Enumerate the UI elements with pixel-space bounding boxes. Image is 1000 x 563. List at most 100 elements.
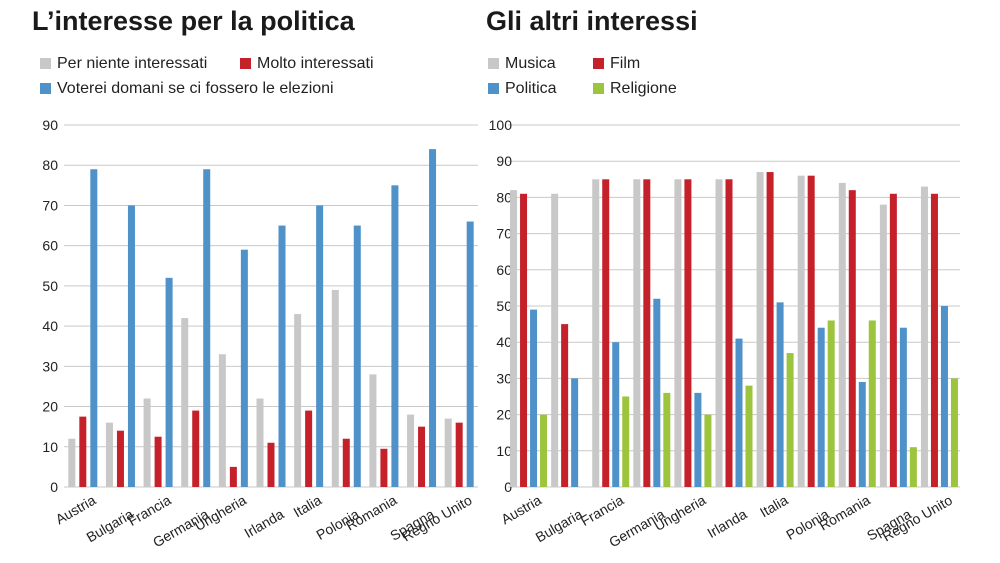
bar bbox=[827, 320, 835, 487]
bar bbox=[889, 193, 897, 487]
y-tick-label: 50 bbox=[496, 298, 512, 314]
y-tick-label: 0 bbox=[50, 479, 58, 495]
bar bbox=[466, 221, 474, 488]
bar bbox=[735, 338, 743, 487]
bar bbox=[278, 225, 286, 488]
y-tick-label: 30 bbox=[42, 358, 58, 374]
bar bbox=[551, 193, 559, 487]
bar bbox=[797, 175, 805, 487]
legend-swatch bbox=[593, 58, 604, 69]
bar bbox=[602, 179, 610, 488]
x-category-label: Italia bbox=[757, 492, 791, 521]
bar bbox=[418, 426, 426, 487]
bar bbox=[429, 149, 437, 487]
bar bbox=[369, 374, 377, 487]
y-tick-label: 70 bbox=[42, 197, 58, 213]
bar bbox=[90, 169, 98, 487]
bar bbox=[899, 327, 907, 487]
legend-label: Film bbox=[610, 55, 641, 72]
bar bbox=[165, 277, 173, 487]
y-tick-label: 80 bbox=[496, 189, 512, 205]
bar bbox=[868, 320, 876, 487]
bar bbox=[776, 302, 784, 487]
bar bbox=[807, 175, 815, 487]
bar bbox=[684, 179, 692, 488]
bar bbox=[181, 318, 189, 487]
bar bbox=[848, 190, 856, 487]
x-category-label: Irlanda bbox=[241, 506, 286, 541]
chart-other-interests: Gli altri interessi Musica Film Politica… bbox=[480, 0, 1000, 563]
bar bbox=[331, 289, 339, 487]
y-tick-label: 20 bbox=[42, 399, 58, 415]
bar bbox=[540, 414, 548, 487]
bar bbox=[256, 398, 264, 487]
bar bbox=[633, 179, 641, 488]
bar bbox=[571, 378, 579, 487]
bar bbox=[203, 169, 211, 487]
y-tick-label: 60 bbox=[496, 262, 512, 278]
legend-item-religione: Religione bbox=[593, 80, 677, 98]
chart-title: Gli altri interessi bbox=[486, 6, 698, 36]
legend-item-per-niente: Per niente interessati bbox=[40, 55, 207, 73]
bar bbox=[745, 385, 753, 487]
bar bbox=[909, 447, 917, 487]
legend-label: Religione bbox=[610, 80, 677, 97]
bar bbox=[950, 378, 958, 487]
x-category-label: Irlanda bbox=[704, 506, 749, 541]
x-category-label: Austria bbox=[53, 492, 99, 528]
legend-item-film: Film bbox=[593, 55, 640, 73]
y-tick-label: 40 bbox=[42, 318, 58, 334]
bar bbox=[786, 353, 794, 487]
bar bbox=[229, 466, 237, 487]
chart-politics-interest: L’interesse per la politica Per niente i… bbox=[0, 0, 480, 563]
bar bbox=[105, 422, 113, 487]
bar bbox=[530, 309, 538, 487]
bar bbox=[766, 172, 774, 487]
y-tick-label: 0 bbox=[504, 479, 512, 495]
legend-label: Musica bbox=[505, 55, 556, 72]
bar bbox=[192, 410, 200, 487]
y-tick-label: 30 bbox=[496, 370, 512, 386]
bar bbox=[592, 179, 600, 488]
x-category-label: Francia bbox=[578, 492, 627, 529]
bar bbox=[520, 193, 528, 487]
y-tick-label: 90 bbox=[42, 117, 58, 133]
legend-item-voterei: Voterei domani se ci fossero le elezioni bbox=[40, 80, 334, 98]
bar bbox=[316, 205, 324, 487]
bar bbox=[561, 324, 569, 487]
bar bbox=[879, 204, 887, 487]
bar bbox=[817, 327, 825, 487]
bar bbox=[68, 438, 76, 487]
chart-plot-right: 0 10 20 30 40 50 60 70 80 90 100 AustriaBulgariaFra… bbox=[489, 117, 960, 550]
bar bbox=[407, 414, 415, 487]
bar bbox=[756, 172, 764, 487]
bar bbox=[342, 438, 350, 487]
legend-swatch bbox=[488, 83, 499, 94]
x-category-label: Francia bbox=[125, 492, 174, 529]
y-tick-label: 100 bbox=[489, 117, 513, 133]
y-tick-label: 50 bbox=[42, 278, 58, 294]
chart-plot-left: 0 10 20 30 40 50 60 70 80 90 AustriaBulgariaFranci… bbox=[42, 117, 478, 550]
bar bbox=[154, 436, 162, 487]
bar bbox=[858, 382, 866, 487]
y-tick-label: 10 bbox=[42, 439, 58, 455]
bar bbox=[930, 193, 938, 487]
legend-swatch bbox=[240, 58, 251, 69]
bar bbox=[663, 392, 671, 487]
y-tick-label: 60 bbox=[42, 238, 58, 254]
x-category-label: Bulgaria bbox=[83, 506, 136, 546]
legend-item-molto: Molto interessati bbox=[240, 55, 374, 73]
bar bbox=[116, 430, 124, 487]
y-tick-label: 10 bbox=[496, 443, 512, 459]
bar bbox=[240, 249, 248, 487]
legend-label: Voterei domani se ci fossero le elezioni bbox=[57, 80, 334, 97]
bar bbox=[622, 396, 630, 487]
bar bbox=[653, 298, 661, 487]
legend-swatch bbox=[488, 58, 499, 69]
bar bbox=[127, 205, 135, 487]
bar bbox=[612, 342, 620, 487]
y-tick-label: 20 bbox=[496, 407, 512, 423]
legend-swatch bbox=[40, 83, 51, 94]
bar bbox=[510, 190, 518, 487]
bar bbox=[838, 182, 846, 488]
